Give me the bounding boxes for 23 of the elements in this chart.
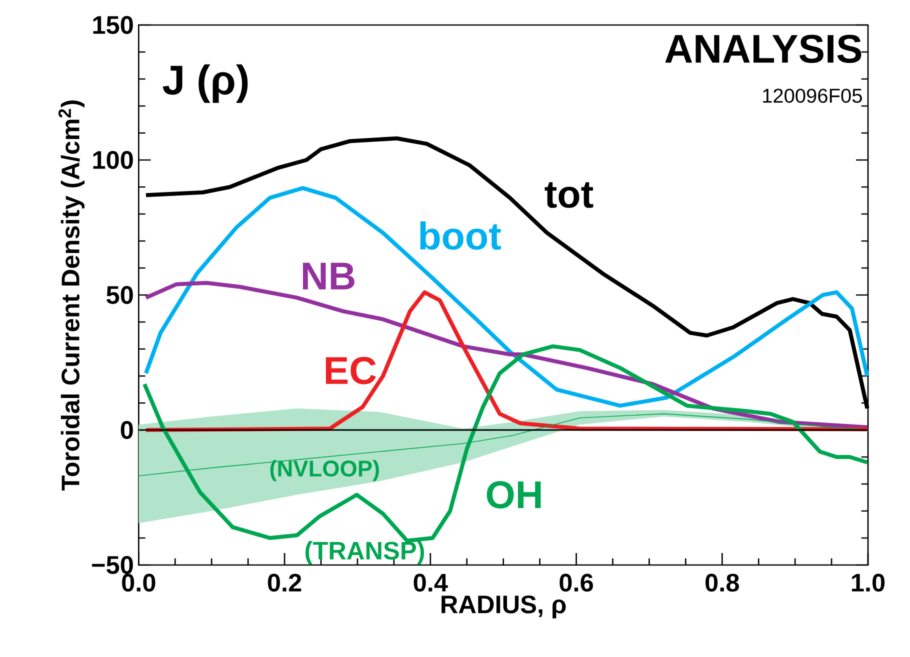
series-label: NB [302, 262, 354, 290]
x-tick-label: 0.6 [560, 574, 593, 592]
y-tick-label: 100 [93, 151, 133, 169]
series-label: tot [544, 182, 594, 208]
x-tick-label: 0.2 [268, 574, 302, 592]
y-tick-label: 150 [93, 16, 133, 34]
x-tick-label: 0.0 [122, 574, 156, 592]
series-label: (NVLOOP) [270, 460, 379, 482]
series-label: boot [420, 221, 501, 250]
annotation: J (ρ) [162, 64, 248, 103]
y-tick-label: −50 [92, 556, 133, 574]
series-label: EC [326, 356, 376, 384]
x-tick-label: 0.8 [706, 574, 739, 592]
x-tick-label: 1.0 [852, 574, 885, 592]
y-axis-title: Toroidal Current Density (A/cm$^{2}$) [58, 100, 84, 490]
annotation: (TRANSP) [306, 541, 424, 565]
annotation: 120096F05 [763, 88, 862, 103]
x-axis-title: RADIUS, ρ [442, 595, 566, 618]
y-tick-label: 0 [120, 421, 133, 439]
annotation: ANALYSIS [665, 34, 862, 64]
series-label: OH [486, 481, 541, 508]
y-tick-label: 50 [106, 286, 133, 304]
x-tick-label: 0.4 [414, 574, 448, 592]
